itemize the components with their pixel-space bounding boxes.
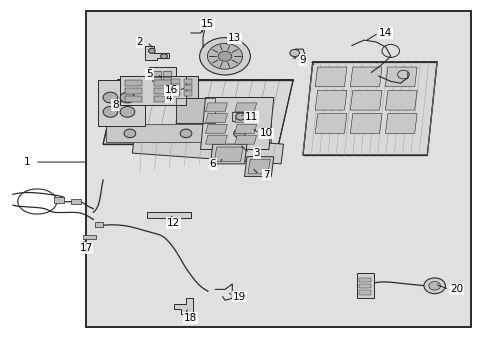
Polygon shape [183,79,192,84]
Polygon shape [154,80,171,86]
Text: 5: 5 [146,69,152,79]
Polygon shape [358,284,370,288]
Text: 7: 7 [263,170,269,180]
Text: 14: 14 [379,28,392,38]
Text: 2: 2 [136,37,142,47]
Polygon shape [234,125,256,134]
Text: 19: 19 [232,292,246,302]
Polygon shape [205,135,227,144]
Polygon shape [210,144,246,164]
Polygon shape [152,71,160,76]
Polygon shape [385,90,416,110]
Polygon shape [95,222,103,226]
Polygon shape [86,12,470,327]
Polygon shape [103,80,293,144]
Polygon shape [315,114,346,134]
Polygon shape [162,77,171,81]
Polygon shape [173,298,193,315]
Polygon shape [168,76,198,98]
Polygon shape [98,80,144,126]
Text: 6: 6 [209,159,216,169]
Polygon shape [205,103,227,112]
Polygon shape [82,234,96,239]
Circle shape [103,107,118,117]
Polygon shape [356,273,373,298]
Polygon shape [54,197,64,203]
Polygon shape [120,76,185,105]
Polygon shape [247,159,270,174]
Polygon shape [349,114,381,134]
Text: 1: 1 [24,157,31,167]
Polygon shape [183,85,192,90]
Circle shape [235,113,245,120]
Polygon shape [232,112,249,121]
Polygon shape [214,147,243,161]
Polygon shape [234,135,256,144]
Polygon shape [171,91,180,96]
Text: 10: 10 [259,129,272,138]
Polygon shape [200,98,273,149]
Text: 13: 13 [228,33,241,43]
Text: 17: 17 [79,243,92,253]
Polygon shape [234,114,256,123]
Text: 8: 8 [112,100,119,110]
Polygon shape [154,88,171,94]
Polygon shape [349,90,381,110]
Circle shape [180,129,191,138]
Circle shape [207,43,242,69]
Circle shape [423,278,445,294]
Polygon shape [152,77,160,81]
Polygon shape [125,88,142,94]
Circle shape [124,129,136,138]
Polygon shape [125,96,142,102]
Polygon shape [183,91,192,96]
Polygon shape [358,278,370,282]
Polygon shape [132,134,283,164]
Polygon shape [147,212,190,218]
Polygon shape [171,85,180,90]
Circle shape [428,282,440,290]
Polygon shape [149,67,176,83]
Text: 15: 15 [201,19,214,29]
Polygon shape [385,67,416,87]
Text: 12: 12 [167,218,180,228]
Polygon shape [244,157,273,176]
Polygon shape [349,67,381,87]
Circle shape [199,38,250,75]
Circle shape [103,92,118,103]
Text: 18: 18 [184,313,197,323]
Text: 16: 16 [164,85,178,95]
Polygon shape [162,71,171,76]
Text: 20: 20 [449,284,462,294]
Polygon shape [205,114,227,123]
Polygon shape [154,96,171,102]
Polygon shape [358,291,370,295]
Circle shape [289,49,299,57]
Polygon shape [176,98,215,123]
Polygon shape [385,114,416,134]
Polygon shape [315,90,346,110]
Circle shape [148,48,155,53]
Polygon shape [315,67,346,87]
Polygon shape [144,45,168,60]
Circle shape [218,51,231,61]
Text: 9: 9 [299,55,305,65]
Polygon shape [303,62,436,155]
Polygon shape [171,79,180,84]
Polygon shape [125,80,142,86]
Polygon shape [205,125,227,134]
Polygon shape [105,125,271,142]
Circle shape [120,92,135,103]
Polygon shape [71,199,81,204]
Text: 11: 11 [244,112,258,122]
Text: 4: 4 [165,93,172,103]
Text: 3: 3 [253,148,260,158]
Circle shape [120,107,135,117]
Polygon shape [234,103,256,112]
Circle shape [160,54,167,59]
Circle shape [233,129,245,138]
